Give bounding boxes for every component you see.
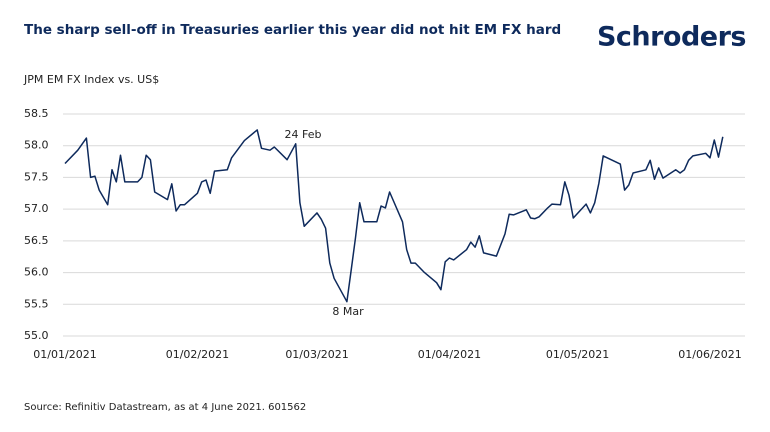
y-tick-label: 56.0 [24, 266, 49, 279]
data-line [64, 129, 724, 303]
annotation: 24 Feb [285, 128, 322, 141]
y-tick-label: 57.5 [24, 170, 49, 183]
y-tick-label: 58.5 [24, 107, 49, 120]
annotation: 8 Mar [332, 305, 364, 318]
y-tick-label: 57.0 [24, 202, 49, 215]
y-tick-label: 58.0 [24, 139, 49, 152]
chart-title: The sharp sell-off in Treasuries earlier… [24, 22, 561, 38]
source-note: Source: Refinitiv Datastream, as at 4 Ju… [24, 402, 306, 413]
x-tick-label: 01/04/2021 [418, 348, 481, 361]
y-tick-label: 56.5 [24, 234, 49, 247]
brand-logo: Schroders [597, 22, 746, 53]
x-tick-label: 01/01/2021 [33, 348, 96, 361]
x-tick-label: 01/02/2021 [166, 348, 229, 361]
x-tick-label: 01/03/2021 [285, 348, 348, 361]
x-tick-label: 01/06/2021 [678, 348, 741, 361]
subtitle: JPM EM FX Index vs. US$ [23, 73, 159, 86]
y-tick-label: 55.5 [24, 297, 49, 310]
x-tick-label: 01/05/2021 [546, 348, 609, 361]
y-tick-label: 55.0 [24, 329, 49, 342]
